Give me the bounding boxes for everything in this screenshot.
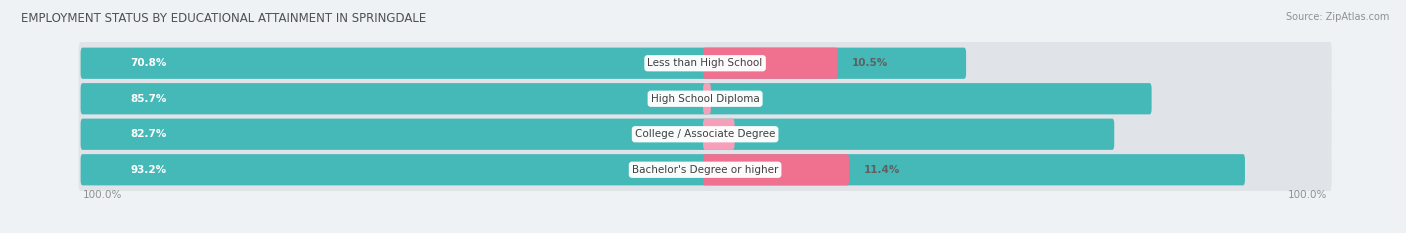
Text: 100.0%: 100.0% bbox=[1288, 190, 1327, 200]
Text: College / Associate Degree: College / Associate Degree bbox=[636, 129, 775, 139]
FancyBboxPatch shape bbox=[703, 154, 849, 185]
Text: Source: ZipAtlas.com: Source: ZipAtlas.com bbox=[1285, 12, 1389, 22]
FancyBboxPatch shape bbox=[80, 154, 1244, 185]
FancyBboxPatch shape bbox=[80, 119, 1114, 150]
Text: 85.7%: 85.7% bbox=[131, 94, 167, 104]
FancyBboxPatch shape bbox=[79, 40, 1331, 87]
FancyBboxPatch shape bbox=[80, 83, 1152, 114]
FancyBboxPatch shape bbox=[79, 146, 1331, 193]
Text: 93.2%: 93.2% bbox=[131, 165, 167, 175]
Text: 10.5%: 10.5% bbox=[852, 58, 889, 68]
Text: Less than High School: Less than High School bbox=[648, 58, 762, 68]
FancyBboxPatch shape bbox=[80, 48, 966, 79]
Text: High School Diploma: High School Diploma bbox=[651, 94, 759, 104]
Text: EMPLOYMENT STATUS BY EDUCATIONAL ATTAINMENT IN SPRINGDALE: EMPLOYMENT STATUS BY EDUCATIONAL ATTAINM… bbox=[21, 12, 426, 25]
FancyBboxPatch shape bbox=[79, 75, 1331, 122]
FancyBboxPatch shape bbox=[703, 119, 734, 150]
Text: 100.0%: 100.0% bbox=[83, 190, 122, 200]
Text: 82.7%: 82.7% bbox=[131, 129, 167, 139]
FancyBboxPatch shape bbox=[703, 83, 711, 114]
FancyBboxPatch shape bbox=[703, 48, 838, 79]
Text: 2.2%: 2.2% bbox=[749, 129, 778, 139]
Text: 0.3%: 0.3% bbox=[725, 94, 754, 104]
Text: 11.4%: 11.4% bbox=[863, 165, 900, 175]
FancyBboxPatch shape bbox=[79, 111, 1331, 158]
Text: 70.8%: 70.8% bbox=[131, 58, 167, 68]
Text: Bachelor's Degree or higher: Bachelor's Degree or higher bbox=[631, 165, 779, 175]
